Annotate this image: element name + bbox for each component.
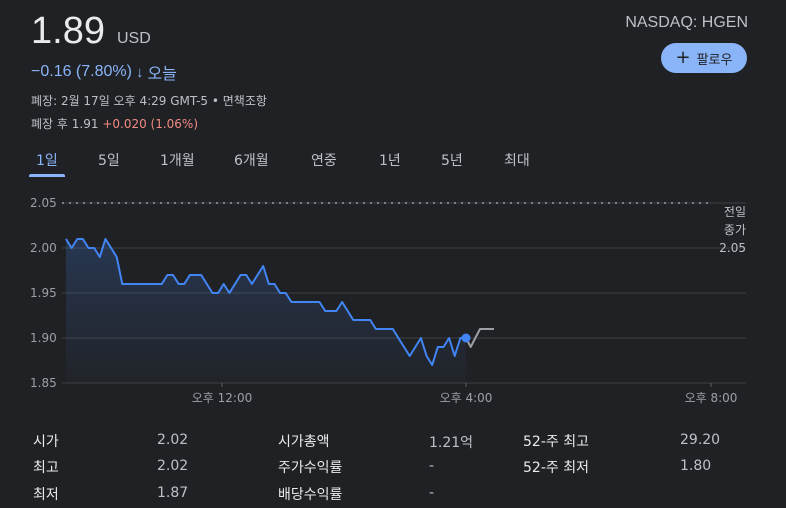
tab-ytd[interactable]: 연중: [311, 153, 337, 169]
series-area: [66, 239, 466, 383]
x-tick-label: 오후 12:00: [192, 391, 252, 405]
tab-5y[interactable]: 5년: [441, 153, 463, 169]
currency-label: USD: [117, 30, 151, 47]
y-tick-label: 2.00: [30, 241, 57, 255]
follow-button[interactable]: + 팔로우: [661, 43, 747, 73]
tab-max[interactable]: 최대: [504, 153, 530, 169]
y-tick-label: 2.05: [30, 196, 57, 210]
stat-label-high: 최고: [33, 460, 59, 476]
close-marker-dot: [461, 333, 471, 343]
stat-value-high: 2.02: [157, 458, 189, 474]
stat-label-dividend-yield: 배당수익률: [278, 487, 343, 503]
plus-icon: +: [675, 47, 691, 68]
closing-info: 폐장: 2월 17일 오후 4:29 GMT-5 • 면책조항: [31, 94, 267, 108]
change-value: −0.16 (7.80%): [31, 63, 132, 80]
x-tick-label: 오후 4:00: [440, 391, 493, 405]
tab-1d[interactable]: 1일: [36, 153, 58, 169]
stat-label-low: 최저: [33, 487, 59, 503]
prev-close-label: 전일: [724, 205, 746, 219]
after-hours-line: [465, 328, 494, 348]
stat-label-open: 시가: [33, 434, 59, 450]
tab-1m[interactable]: 1개월: [160, 153, 195, 169]
stat-value-open: 2.02: [157, 432, 189, 448]
follow-label: 팔로우: [696, 52, 733, 68]
stat-label-52w-low: 52-주 최저: [523, 460, 589, 476]
arrow-down-icon: ↓: [135, 63, 144, 81]
stat-value-52w-low: 1.80: [680, 458, 712, 474]
exchange-ticker: NASDAQ: HGEN: [625, 14, 748, 31]
change-period: 오늘: [147, 66, 177, 83]
stat-label-market-cap: 시가총액: [278, 434, 330, 450]
stat-label-pe-ratio: 주가수익률: [278, 460, 343, 476]
prev-close-label: 종가: [724, 223, 746, 237]
tab-6m[interactable]: 6개월: [234, 153, 269, 169]
y-tick-label: 1.85: [30, 376, 57, 390]
y-tick-label: 1.95: [30, 286, 57, 300]
active-tab-indicator: [29, 174, 65, 177]
after-hours-info: 폐장 후 1.91 +0.020 (1.06%): [31, 115, 198, 132]
stat-value-low: 1.87: [157, 485, 189, 501]
after-hours-price: 1.91: [71, 117, 99, 131]
prev-close-label: 2.05: [719, 241, 746, 255]
stat-value-pe-ratio: -: [429, 458, 435, 474]
x-tick-label: 오후 8:00: [685, 391, 738, 405]
price-change: −0.16 (7.80%) ↓ 오늘: [31, 60, 177, 84]
tab-5d[interactable]: 5일: [98, 153, 120, 169]
stat-label-52w-high: 52-주 최고: [523, 434, 589, 450]
after-hours-label: 폐장 후: [31, 117, 68, 131]
tab-1y[interactable]: 1년: [379, 153, 401, 169]
stock-price: 1.89: [31, 10, 105, 52]
stat-value-52w-high: 29.20: [680, 432, 721, 448]
y-tick-label: 1.90: [30, 331, 57, 345]
after-hours-change: +0.020 (1.06%): [102, 117, 199, 131]
stat-value-market-cap: 1.21억: [429, 435, 474, 451]
series-line: [65, 238, 466, 366]
stat-value-dividend-yield: -: [429, 485, 435, 501]
stats-table: 시가 2.02 최고 2.02 최저 1.87 시가총액 1.21억 주가수익률…: [0, 425, 786, 508]
